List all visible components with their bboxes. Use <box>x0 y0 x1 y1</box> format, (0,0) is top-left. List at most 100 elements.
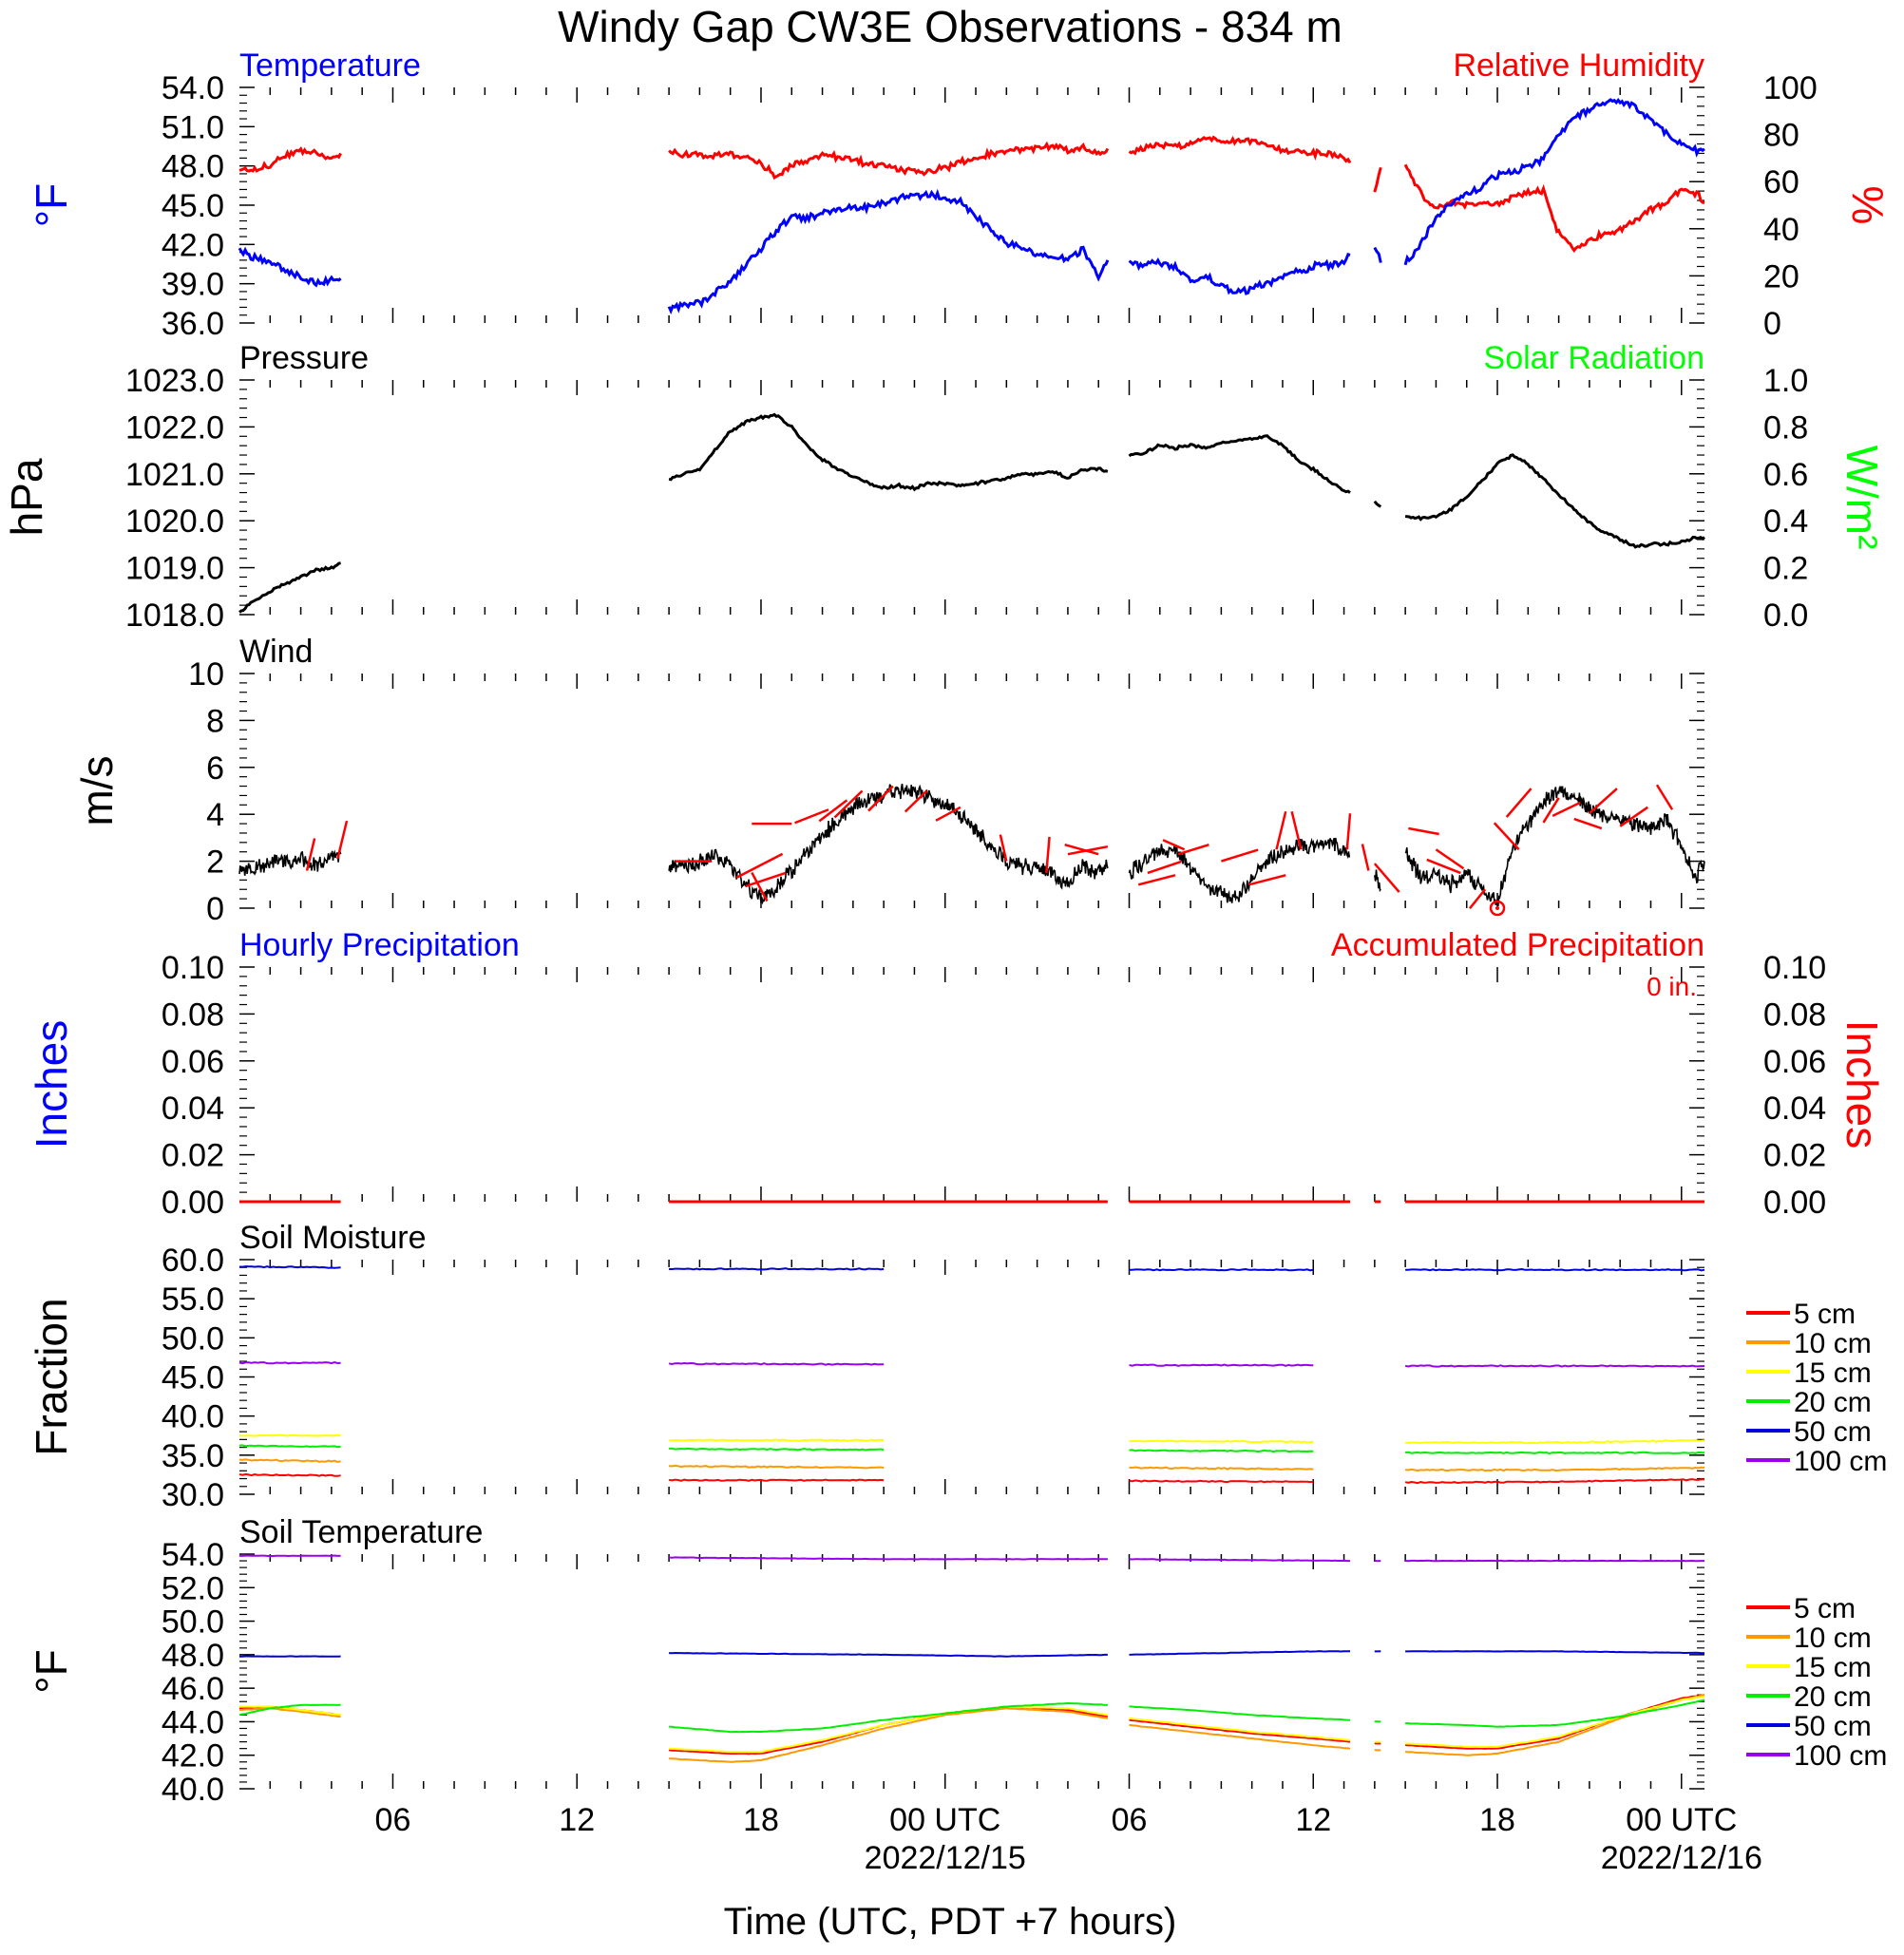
pressure-ytick-label-left: 1022.0 <box>125 409 224 446</box>
hourly-precip-title: Hourly Precipitation <box>239 927 520 963</box>
temperature-line <box>667 188 1110 315</box>
wind-barb <box>833 789 864 819</box>
panels: 36.039.042.045.048.051.054.0020406080100… <box>2 47 1893 1808</box>
wind-barb <box>1573 817 1603 830</box>
soil-moisture-legend-label: 10 cm <box>1794 1328 1872 1359</box>
temperature-humidity-ytick-label-right: 100 <box>1763 70 1818 106</box>
wind-barb <box>1137 874 1176 886</box>
pressure-ytick-label-right: 0.6 <box>1763 457 1808 493</box>
wind-units-label: m/s <box>72 755 122 826</box>
wind-ytick-label-left: 2 <box>206 845 224 881</box>
soil-moisture-line-50cm <box>238 1265 341 1269</box>
wind-barb <box>745 871 787 888</box>
wind-barb <box>1177 843 1209 856</box>
soil-moisture-line-50cm <box>669 1267 885 1271</box>
soil-temperature-line-20cm <box>1129 1705 1351 1721</box>
wind-title: Wind <box>239 634 313 670</box>
pressure-ytick-label-left: 1021.0 <box>125 457 224 493</box>
temperature-line <box>1373 246 1382 263</box>
wind-barb <box>305 838 316 871</box>
soil-temperature-line-10cm <box>669 1707 1109 1763</box>
wind-speed-line <box>238 849 342 876</box>
temperature-humidity-ytick-label-left: 45.0 <box>162 188 224 224</box>
panel-precipitation: 0.00 0.02 0.04 0.06 0.08 0.10 0.00 0.02 0.04 0.06… <box>27 927 1887 1221</box>
humidity-line <box>668 141 1110 180</box>
wind-barb <box>751 871 769 902</box>
temperature-humidity-ytick-label-right: 40 <box>1763 212 1799 248</box>
temperature-humidity-ytick-label-left: 39.0 <box>162 267 224 303</box>
pressure-ytick-label-left: 1023.0 <box>125 363 224 399</box>
wind-barb <box>1552 801 1581 817</box>
wind-barb <box>1589 788 1618 814</box>
solar-units-label: W/m² <box>1837 446 1887 550</box>
wind-ytick-label-left: 10 <box>188 656 224 693</box>
soil-temperature-line-50cm <box>1405 1650 1705 1655</box>
wind-barb <box>1345 813 1352 850</box>
pressure-ytick-label-left: 1019.0 <box>125 551 224 587</box>
soil-moisture-legend-label: 100 cm <box>1794 1446 1887 1477</box>
soil-moisture-line-100cm <box>1404 1364 1705 1368</box>
wind-barb <box>867 785 894 812</box>
pressure-line <box>1128 434 1351 494</box>
temperature-humidity-ytick-label-right: 0 <box>1763 306 1781 342</box>
soil-moisture-line-20cm <box>1129 1449 1314 1453</box>
wind-barb <box>1435 848 1465 870</box>
humidity-line <box>1403 163 1705 254</box>
soil-moisture-title: Soil Moisture <box>239 1220 427 1256</box>
soil-moisture-legend-label: 20 cm <box>1794 1387 1872 1418</box>
soil-moisture-units-label: Fraction <box>27 1298 76 1455</box>
wind-barb <box>1373 863 1400 893</box>
wind-barb <box>1275 810 1287 850</box>
x-tick-date: 2022/12/16 <box>1601 1840 1762 1876</box>
precipitation-ytick-label-left: 0.00 <box>162 1185 224 1221</box>
soil-temperature-ytick-label-left: 48.0 <box>162 1638 224 1674</box>
wind-barb <box>1221 848 1259 863</box>
soil-moisture-line-5cm <box>1404 1478 1705 1485</box>
humidity-line <box>238 145 342 173</box>
pressure-ytick-label-right: 0.8 <box>1763 409 1808 446</box>
soil-moisture-ytick-label-left: 50.0 <box>162 1320 224 1357</box>
x-tick-label: 06 <box>375 1802 411 1838</box>
soil-moisture-line-100cm <box>238 1360 341 1365</box>
soil-temperature-line-10cm <box>238 1707 341 1718</box>
soil-moisture-line-10cm <box>238 1458 341 1464</box>
temperature-line <box>1128 252 1351 295</box>
wind-speed-line <box>1374 869 1381 892</box>
wind-barb <box>1408 826 1439 836</box>
calm-wind-marker-dot <box>1495 906 1500 910</box>
wind-barb <box>1064 843 1099 856</box>
soil-temperature-line-15cm <box>239 1705 341 1717</box>
x-tick-label: 18 <box>1479 1802 1515 1838</box>
precipitation-ytick-label-left: 0.04 <box>162 1091 224 1127</box>
x-tick-date: 2022/12/15 <box>865 1840 1026 1876</box>
soil-temperature-line-15cm <box>669 1705 1109 1754</box>
wind-ytick-label-left: 6 <box>206 750 224 787</box>
soil-temperature-line-5cm <box>1129 1718 1351 1743</box>
humidity-line <box>1373 166 1382 193</box>
soil-temperature-ytick-label-left: 50.0 <box>162 1604 224 1641</box>
panel-soil-moisture: 30.035.040.045.050.055.060.0 Soil Moistur… <box>27 1220 1887 1513</box>
soil-temperature-line-100cm <box>669 1556 1108 1561</box>
wind-barb <box>1655 784 1674 810</box>
wind-barb <box>1542 797 1560 824</box>
soil-temperature-line-50cm <box>1129 1650 1350 1656</box>
soil-moisture-line-20cm <box>238 1444 341 1449</box>
soil-temperature-line-20cm <box>669 1701 1108 1734</box>
soil-moisture-legend-label: 5 cm <box>1794 1299 1856 1330</box>
wind-speed-line <box>1128 837 1350 903</box>
temperature-humidity-ytick-label-left: 36.0 <box>162 306 224 342</box>
x-tick-label: 12 <box>1295 1802 1331 1838</box>
wind-barb <box>735 852 784 880</box>
soil-moisture-legend-label: 50 cm <box>1794 1416 1872 1448</box>
temperature-line <box>1403 98 1705 266</box>
precipitation-ytick-label-left: 0.10 <box>162 950 224 986</box>
wind-barb <box>1468 888 1487 910</box>
wind-barb <box>1619 806 1648 827</box>
soil-temperature-line-100cm <box>1129 1558 1350 1563</box>
pressure-ytick-label-left: 1020.0 <box>125 503 224 540</box>
accum-precip-total: 0 in. <box>1647 972 1697 1001</box>
pressure-ytick-label-right: 0.4 <box>1763 503 1808 540</box>
